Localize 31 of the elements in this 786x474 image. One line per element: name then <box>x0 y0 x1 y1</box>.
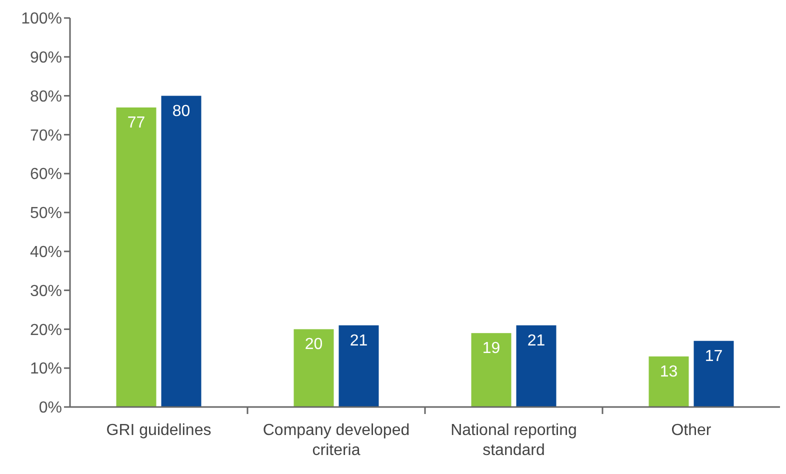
bar <box>471 333 512 407</box>
bar <box>161 96 202 407</box>
y-tick-label: 30% <box>30 282 62 300</box>
x-tick-label: GRI guidelines <box>106 422 212 439</box>
y-tick-label: 40% <box>30 244 62 261</box>
y-tick-label: 20% <box>30 322 62 339</box>
y-tick-label: 60% <box>30 166 62 184</box>
bar <box>338 325 379 407</box>
data-label: 17 <box>704 348 723 365</box>
x-tick-label: Company developed criteria <box>262 422 410 459</box>
data-label: 19 <box>482 340 500 358</box>
y-tick-label: 80% <box>30 88 62 106</box>
data-label: 13 <box>660 363 678 380</box>
y-tick-label: 0% <box>38 400 62 417</box>
y-tick-label: 100% <box>21 10 62 28</box>
bar <box>116 107 156 407</box>
x-tick-label: National reporting standard <box>450 422 577 459</box>
y-tick-label: 90% <box>30 50 62 66</box>
data-label: 21 <box>350 332 368 350</box>
x-tick-label: Other <box>671 422 712 439</box>
data-label: 80 <box>172 102 190 120</box>
data-label: 21 <box>527 332 546 350</box>
bar <box>294 329 334 407</box>
y-tick-label: 10% <box>30 360 62 378</box>
data-label: 77 <box>127 114 146 132</box>
bar <box>648 356 689 407</box>
y-tick-label: 50% <box>30 205 62 222</box>
data-label: 20 <box>304 336 323 354</box>
bar <box>694 340 734 407</box>
y-tick-label: 70% <box>30 127 62 144</box>
bar <box>516 325 556 407</box>
